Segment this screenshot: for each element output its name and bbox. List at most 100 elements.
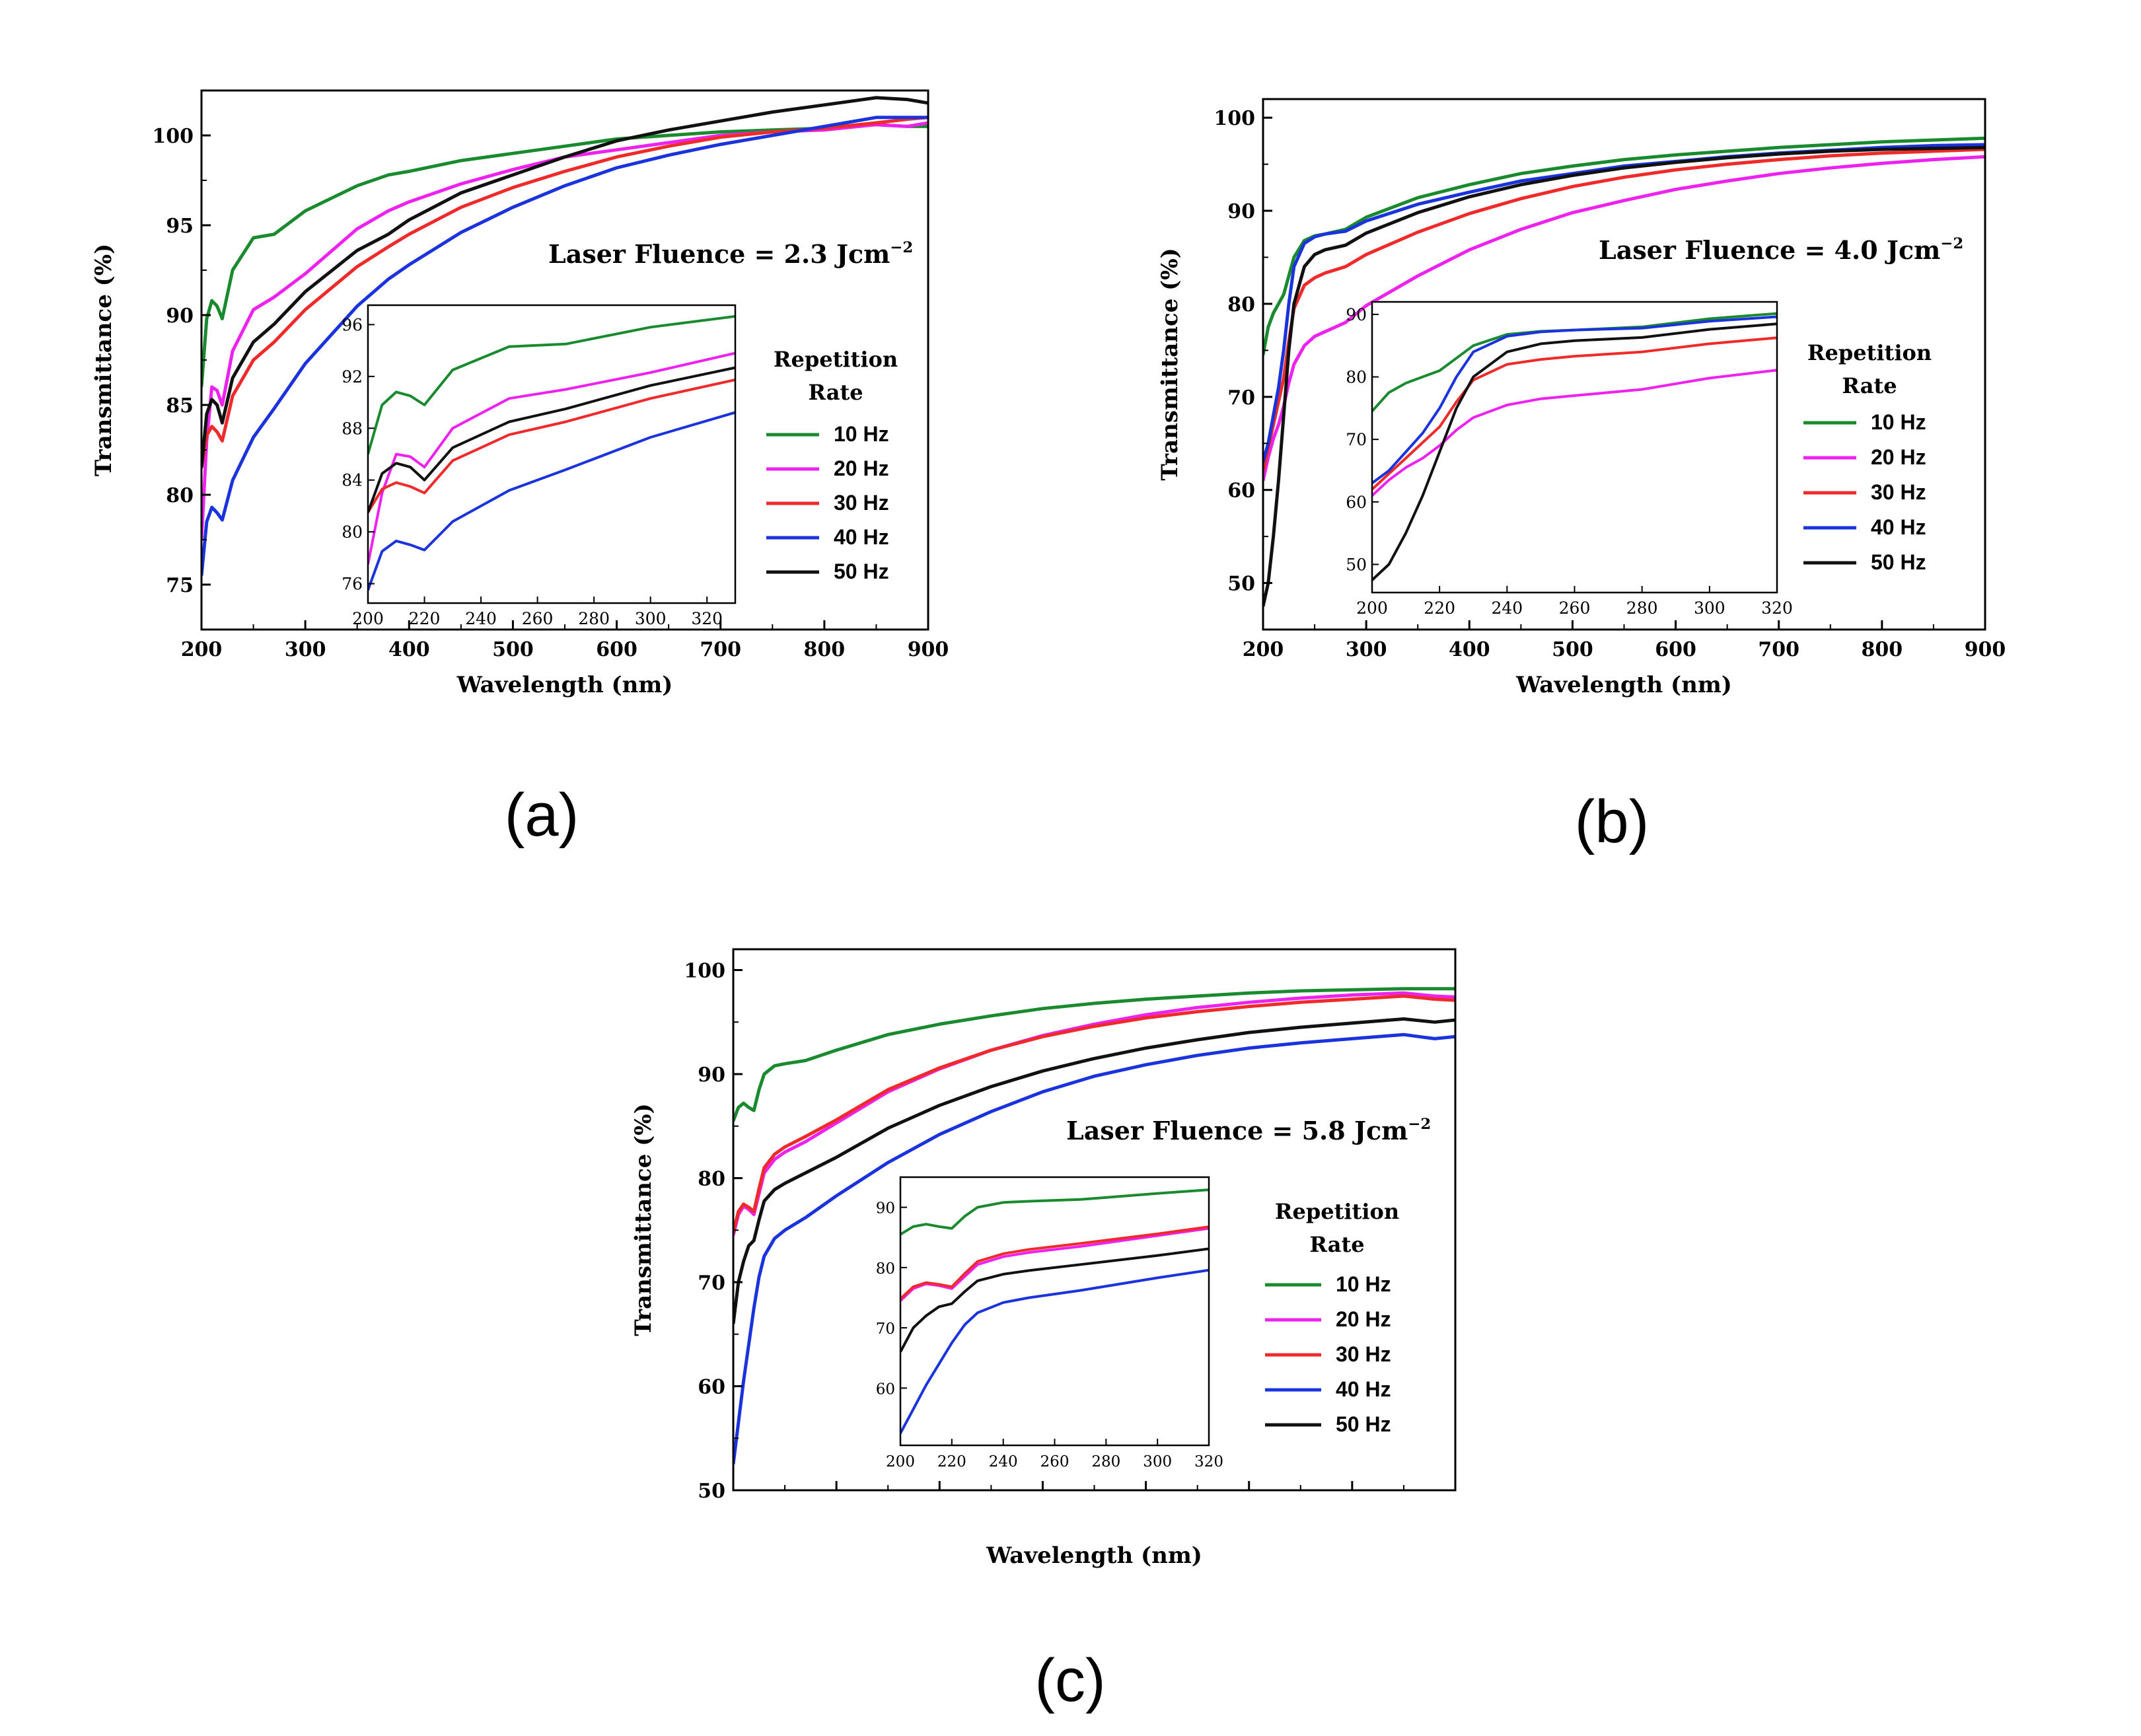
x-tick-label: 800: [804, 638, 846, 661]
series-line-40hz: [733, 1032, 1455, 1465]
x-tick-label: 600: [1655, 638, 1696, 661]
x-tick-label: 600: [596, 638, 637, 661]
inset-y-tick-label: 76: [342, 575, 363, 594]
inset-x-tick-label: 320: [691, 609, 723, 628]
inset-y-tick-label: 60: [876, 1381, 895, 1398]
inset-y-tick-label: 96: [342, 315, 363, 334]
inset-x-tick-label: 260: [1559, 598, 1591, 618]
panel-c-label: (c): [1034, 1647, 1105, 1714]
panel-c-chart: 50 60 70 80 90 100 Wavelength (nm) Transmittanc…: [630, 948, 1457, 1569]
y-tick-label: 80: [1227, 293, 1255, 316]
inset-x-tick-label: 200: [886, 1453, 915, 1470]
inset-series-group: [1372, 312, 1777, 581]
x-tick-label: 300: [285, 638, 326, 661]
inset-x-tick-label: 240: [989, 1453, 1018, 1470]
legend-entry: 30 Hz: [1871, 480, 1926, 504]
legend-entry: 50 Hz: [834, 560, 889, 583]
x-tick-label: 700: [700, 638, 741, 661]
inset-y-tick-label: 80: [342, 523, 363, 542]
inset-y-tick-label: 80: [876, 1260, 895, 1278]
inset-y-tick-label: 84: [342, 471, 363, 490]
legend-entry: 10 Hz: [1336, 1272, 1391, 1296]
inset-series-line-50hz: [368, 366, 735, 513]
inset-y-tick-label: 90: [876, 1200, 895, 1217]
x-tick-label: 200: [181, 638, 223, 661]
inset-series-line-40hz: [1372, 315, 1777, 485]
x-tick-label: 700: [1758, 638, 1799, 661]
inset-series-group: [368, 314, 735, 591]
legend-entry: 50 Hz: [1336, 1412, 1391, 1436]
inset-chart: 76 80 84 88 92 96 200 220 240 260 280 300 320: [342, 304, 737, 628]
series-group: [1263, 136, 1985, 607]
series-line-30hz: [733, 994, 1455, 1233]
y-tick-label: 90: [166, 305, 194, 328]
inset-background: [1372, 302, 1777, 593]
fluence-annotation: Laser Fluence = 5.8 Jcm−2: [1066, 1116, 1431, 1145]
inset-series-line-10hz: [900, 1188, 1209, 1236]
inset-y-tick-label: 70: [876, 1320, 895, 1338]
inset-y-tick-label: 92: [342, 367, 363, 386]
inset-background: [368, 305, 735, 603]
legend-title: Repetition: [774, 347, 898, 372]
legend: Repetition Rate 10 Hz 20 Hz 30 Hz 40 Hz 50 Hz: [766, 347, 898, 583]
series-line-10hz: [1263, 136, 1985, 355]
series-line-50hz: [733, 1017, 1455, 1324]
y-tick-label: 100: [684, 960, 725, 983]
series-line-50hz: [1263, 145, 1985, 607]
inset-x-tick-label: 300: [1694, 598, 1725, 618]
legend-title: Repetition: [1807, 340, 1932, 365]
y-tick-label: 60: [698, 1376, 725, 1399]
panel-a-label: (a): [505, 781, 579, 849]
inset-x-tick-label: 300: [1143, 1453, 1172, 1470]
series-line-50hz: [201, 96, 928, 468]
inset-x-tick-label: 200: [1356, 598, 1388, 618]
inset-x-tick-label: 220: [937, 1453, 966, 1470]
inset-series-line-30hz: [900, 1225, 1209, 1300]
series-line-40hz: [201, 116, 928, 576]
inset-y-tick-label: 60: [1346, 493, 1367, 512]
legend-entry: 50 Hz: [1871, 550, 1926, 574]
inset-x-tick-label: 280: [1091, 1453, 1120, 1470]
x-axis-label: Wavelength (nm): [986, 1542, 1202, 1569]
inset-series-line-50hz: [1372, 322, 1777, 581]
inset-series-line-40hz: [368, 411, 735, 591]
y-tick-label: 70: [1227, 386, 1255, 410]
inset-y-tick-label: 50: [1346, 555, 1367, 574]
y-tick-label: 95: [166, 215, 194, 238]
x-axis-label: Wavelength (nm): [1515, 672, 1732, 698]
legend-entry: 20 Hz: [1871, 445, 1926, 469]
y-tick-label: 75: [166, 574, 194, 597]
inset-series-line-30hz: [368, 378, 735, 513]
inset-frame: [367, 304, 737, 604]
x-tick-label: 400: [388, 638, 430, 661]
series-group: [733, 987, 1455, 1465]
fluence-annotation: Laser Fluence = 4.0 Jcm−2: [1599, 235, 1963, 265]
y-tick-label: 100: [1214, 107, 1255, 130]
inset-x-tick-label: 260: [1040, 1453, 1070, 1470]
legend-title: Rate: [1842, 373, 1897, 398]
inset-y-tick-label: 88: [342, 419, 363, 438]
legend-title: Repetition: [1275, 1199, 1399, 1224]
y-tick-label: 50: [1227, 573, 1255, 596]
legend-entry: 40 Hz: [834, 525, 889, 549]
x-tick-label: 500: [1552, 638, 1593, 661]
legend-entry: 30 Hz: [1336, 1342, 1391, 1366]
y-tick-label: 60: [1227, 480, 1255, 503]
y-tick-label: 90: [1227, 200, 1255, 223]
inset-series-line-20hz: [1372, 369, 1777, 497]
y-tick-label: 80: [698, 1168, 725, 1191]
inset-x-tick-label: 240: [1491, 598, 1523, 618]
inset-x-tick-label: 320: [1194, 1453, 1223, 1470]
x-tick-label: 400: [1449, 638, 1490, 661]
legend: Repetition Rate 10 Hz 20 Hz 30 Hz 40 Hz 50 Hz: [1265, 1199, 1399, 1436]
inset-y-tick-label: 90: [1346, 305, 1367, 324]
inset-series-group: [900, 1188, 1209, 1434]
x-axis-label: Wavelength (nm): [456, 672, 673, 698]
series-group: [201, 96, 928, 576]
panel-b-label: (b): [1575, 788, 1649, 855]
x-tick-label: 900: [1965, 638, 2006, 661]
inset-chart: 50 60 70 80 90 200 220 240 260 280 300 320: [1346, 301, 1793, 618]
x-tick-label: 200: [1243, 638, 1284, 661]
x-tick-label: 300: [1346, 638, 1387, 661]
inset-series-line-50hz: [900, 1247, 1209, 1353]
